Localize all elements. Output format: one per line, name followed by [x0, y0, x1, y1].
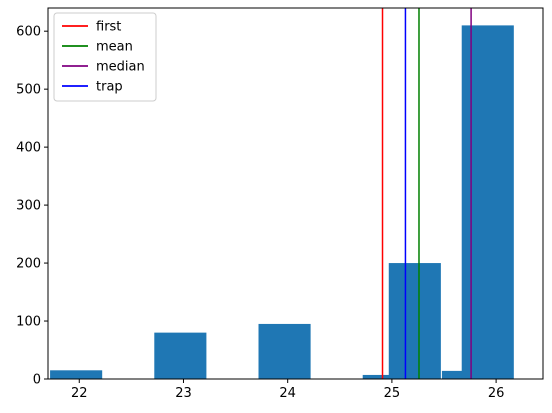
legend-label-trap: trap	[96, 80, 123, 95]
bar-4	[389, 263, 441, 379]
x-tick-label: 23	[175, 386, 192, 401]
y-tick-label: 500	[16, 83, 41, 98]
y-tick-label: 300	[16, 199, 41, 214]
legend-label-mean: mean	[96, 40, 133, 55]
x-tick-label: 25	[384, 386, 401, 401]
legend-label-first: first	[96, 20, 121, 35]
y-tick-label: 600	[16, 25, 41, 40]
bar-6	[462, 25, 514, 379]
bar-1	[154, 333, 206, 379]
x-tick-label: 24	[279, 386, 296, 401]
legend: first mean median trap	[54, 13, 156, 101]
y-tick-label: 400	[16, 141, 41, 156]
y-tick-label: 0	[33, 373, 41, 388]
legend-label-median: median	[96, 60, 145, 75]
bar-2	[259, 324, 311, 379]
x-axis-ticks: 22 23 24 25 26	[71, 379, 504, 401]
y-tick-label: 200	[16, 257, 41, 272]
x-tick-label: 26	[488, 386, 505, 401]
y-axis-ticks: 0 100 200 300 400 500 600	[16, 25, 48, 388]
y-tick-label: 100	[16, 315, 41, 330]
x-tick-label: 22	[71, 386, 88, 401]
bar-0	[50, 370, 102, 379]
